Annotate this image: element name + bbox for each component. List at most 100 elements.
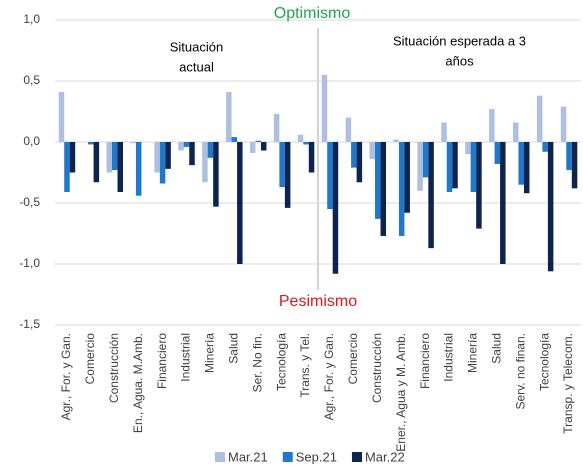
bar [183, 142, 190, 147]
bar [542, 142, 548, 152]
bar [165, 142, 171, 169]
bar [375, 142, 381, 219]
bar [112, 142, 118, 171]
panel-title: Situación [170, 39, 223, 54]
bar [380, 142, 387, 236]
legend-label: Mar.21 [228, 449, 268, 464]
bar [159, 142, 166, 184]
bar [226, 91, 232, 142]
bar [231, 137, 238, 142]
y-tick-label: 0,0 [23, 134, 40, 148]
bar [255, 140, 261, 142]
bar [308, 142, 315, 173]
x-tick-label: Serv. no finan. [513, 333, 527, 410]
bar [345, 117, 352, 142]
x-tick-label: Construcción [107, 333, 121, 403]
bar [476, 142, 482, 229]
x-tick-label: Salud [489, 333, 503, 364]
x-tick-label: Agr., For. y Gan. [322, 333, 336, 420]
legend-label: Mar.22 [365, 449, 405, 464]
bar [237, 142, 243, 264]
bar [207, 142, 214, 158]
bar [64, 142, 70, 193]
x-tick-label: Industrial [179, 333, 193, 382]
bar [297, 134, 304, 142]
bar [489, 109, 495, 142]
annotation: Pesimismo [279, 293, 357, 310]
x-tick-label: Salud [226, 333, 240, 364]
bar [130, 142, 136, 144]
bar [566, 142, 572, 171]
bar [441, 122, 447, 142]
panel-title: actual [179, 59, 214, 74]
x-tick-label: Tecnología [274, 333, 288, 391]
bar [417, 142, 423, 191]
bar [117, 142, 124, 193]
bar [571, 142, 578, 189]
legend-swatch [351, 452, 362, 462]
bar [303, 142, 309, 145]
x-tick-label: Minería [203, 333, 217, 373]
bar [273, 113, 280, 142]
legend-swatch [282, 452, 293, 462]
bar [69, 142, 76, 173]
x-tick-label: Agr., For. y Gan. [59, 333, 73, 420]
bar [356, 142, 363, 183]
bar [202, 142, 208, 183]
bar [518, 142, 524, 185]
y-tick-label: 1,0 [23, 12, 40, 26]
bar [523, 142, 530, 194]
x-tick-label: Ener., Agua y M. Amb. [394, 333, 408, 452]
x-tick-label: Comercio [83, 333, 97, 385]
bar [93, 142, 100, 183]
bar [369, 142, 376, 160]
x-tick-label: Industrial [442, 333, 456, 382]
x-tick-label: Ser. No fin. [250, 333, 264, 392]
bar [500, 142, 506, 264]
bar [321, 74, 328, 142]
bar [351, 142, 357, 168]
bar [279, 142, 285, 188]
bar [393, 139, 399, 142]
bar [428, 142, 434, 249]
bar [284, 142, 291, 208]
bar [512, 122, 519, 142]
x-tick-label: Transp. y Telecom. [561, 333, 575, 434]
x-tick-label: Financiero [155, 333, 169, 389]
x-tick-label: Minería [466, 333, 480, 373]
bar [189, 142, 195, 166]
bar [58, 91, 65, 142]
bar [154, 142, 160, 173]
y-tick-label: -1,0 [19, 256, 40, 270]
x-tick-label: Trans. y Tel. [298, 333, 312, 398]
legend-swatch [215, 452, 225, 462]
x-tick-label: Construcción [370, 333, 384, 403]
panel-title: años [445, 53, 474, 68]
bar [452, 142, 458, 189]
bar [106, 142, 113, 173]
bar [536, 95, 543, 142]
bar [260, 142, 267, 151]
bar [465, 142, 471, 155]
x-tick-label: En., Agua. M.Amb. [131, 333, 145, 433]
panel-title: Situación esperada a 3 [393, 33, 526, 48]
bar [422, 142, 429, 178]
bar [178, 142, 184, 151]
bar [560, 106, 567, 142]
bar [213, 142, 219, 207]
x-tick-label: Tecnología [537, 333, 551, 391]
y-tick-label: 0,5 [23, 73, 40, 87]
bar [470, 142, 477, 193]
bar [398, 142, 405, 236]
bar [547, 142, 554, 272]
y-tick-label: -0,5 [19, 195, 40, 209]
x-tick-label: Comercio [346, 333, 360, 385]
x-tick-label: Financiero [418, 333, 432, 389]
legend-label: Sep.21 [296, 449, 337, 464]
y-tick-label: -1,5 [19, 317, 40, 331]
bar [135, 142, 142, 196]
bar [494, 142, 501, 164]
annotation: Optimismo [274, 5, 351, 22]
bar [446, 142, 453, 193]
